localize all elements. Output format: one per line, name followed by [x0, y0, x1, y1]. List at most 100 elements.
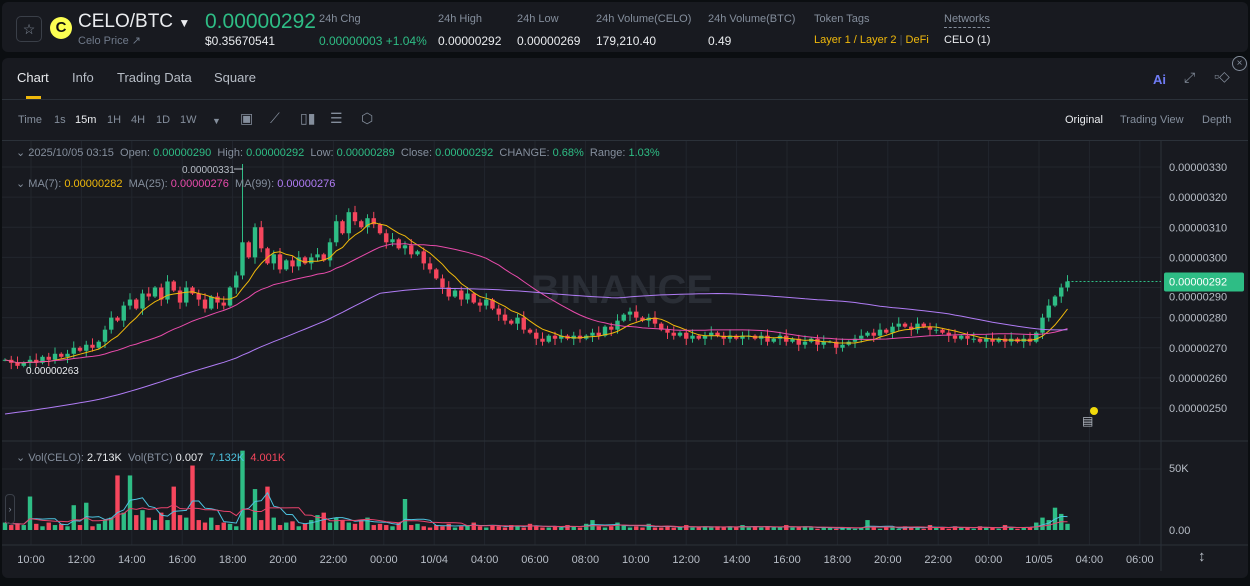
volume-bar [484, 527, 489, 530]
volume-bar [934, 527, 939, 530]
networks-value[interactable]: CELO (1) [944, 34, 991, 46]
view-trading-view[interactable]: Trading View [1120, 114, 1184, 126]
volume-bar [534, 526, 539, 530]
time-tick-label: 10:00 [17, 554, 45, 566]
volume-bar [315, 515, 320, 530]
volume-bar [27, 496, 33, 530]
tab-trading-data[interactable]: Trading Data [117, 70, 192, 85]
candle-body [234, 275, 239, 288]
expand-icon[interactable]: ⤢ [1184, 69, 1196, 85]
volume-bar [709, 527, 714, 530]
interval-1s[interactable]: 1s [54, 114, 66, 126]
close-icon[interactable]: × [1232, 56, 1247, 71]
auto-scale-icon[interactable]: ↕ [1198, 548, 1206, 565]
legend-date: 2025/10/05 03:15 [28, 147, 114, 159]
candle-body [421, 251, 426, 264]
volume-bar [296, 526, 301, 530]
volume-bar [877, 528, 883, 530]
candle-body [440, 278, 445, 288]
candle-body [427, 263, 433, 270]
candle-body [796, 338, 801, 345]
price-tick-label: 0.00000250 [1169, 403, 1227, 415]
volume-bar [652, 527, 658, 530]
volume-bar [59, 523, 64, 530]
tab-info[interactable]: Info [72, 70, 94, 85]
volume-bar [677, 527, 683, 530]
view-original[interactable]: Original [1065, 114, 1103, 126]
volume-bar [727, 526, 733, 530]
pair-selector[interactable]: CELO/BTC ▼ [78, 11, 190, 33]
candle-body [109, 317, 114, 330]
candle-body [215, 296, 220, 303]
ma-legend: ⌄ MA(7): 0.00000282 MA(25): 0.00000276 M… [16, 178, 336, 190]
tag-defi[interactable]: DeFi [905, 34, 929, 46]
interval-1d[interactable]: 1D [156, 114, 171, 126]
indicator-chart-icon[interactable]: ⟋ [270, 110, 280, 126]
volume-bar [784, 525, 789, 530]
interval-15m[interactable]: 15m [75, 114, 97, 126]
candle-body [827, 341, 833, 343]
favorite-star-icon[interactable]: ☆ [16, 16, 42, 42]
volume-bar [1015, 528, 1020, 530]
candle-body [240, 242, 245, 276]
hexagon-settings-icon[interactable]: ⬡ [361, 110, 374, 126]
volume-bar [696, 527, 701, 530]
time-tick-label: 20:00 [269, 554, 297, 566]
volume-bar [952, 526, 958, 530]
candle-body [515, 317, 520, 324]
candle-body [359, 221, 364, 228]
tag-layer[interactable]: Layer 1 / Layer 2 [814, 34, 897, 46]
more-intervals-caret-icon[interactable]: ▼ [212, 116, 221, 126]
candle-body [315, 254, 320, 258]
layout-grid-icon[interactable]: ▫◇ [1214, 68, 1230, 84]
view-depth[interactable]: Depth [1202, 114, 1232, 126]
volume-bar [240, 450, 245, 530]
volume-bar [52, 525, 58, 530]
volume-bar [34, 523, 39, 530]
interval-1h[interactable]: 1H [107, 114, 122, 126]
candle-type-icon[interactable]: ▯▮ [300, 110, 316, 126]
candle-body [296, 257, 301, 267]
volume-bar [502, 527, 508, 530]
chart-note-icon[interactable]: ▤ [1082, 414, 1094, 428]
candle-body [1046, 305, 1051, 318]
chart-settings-icon[interactable]: ☰ [330, 110, 343, 126]
calendar-icon[interactable]: ▣ [240, 110, 254, 126]
candlestick-chart[interactable]: 10:00 12:00 14:00 16:00 18:00 20:00 22:00 00:00… [2, 141, 1248, 571]
volume-bar [440, 526, 445, 530]
volume-bar [527, 523, 533, 530]
interval-1w[interactable]: 1W [180, 114, 197, 126]
volume-bar [409, 525, 414, 530]
volume-bar [940, 527, 945, 530]
candle-body [496, 308, 501, 315]
tab-square[interactable]: Square [214, 70, 256, 85]
volume-bar [377, 523, 383, 530]
candle-body [477, 302, 483, 306]
time-tick-label: 10:00 [622, 554, 650, 566]
coin-price-link[interactable]: Celo Price ↗ [78, 35, 142, 47]
ai-button[interactable]: Ai [1153, 72, 1166, 87]
vol-btc-label: Vol(BTC) [127, 452, 173, 464]
volume-bar [852, 528, 858, 530]
tab-chart[interactable]: Chart [17, 70, 49, 85]
interval-time[interactable]: Time [18, 114, 43, 126]
volume-bar [959, 527, 964, 530]
time-tick-label: 12:00 [672, 554, 700, 566]
volume-bar [896, 528, 901, 530]
expand-sidebar-handle[interactable]: › [5, 494, 15, 524]
vol-label: Vol(CELO): [28, 452, 84, 464]
candle-body [121, 305, 126, 321]
candle-body [227, 287, 233, 306]
candle-body [790, 338, 795, 342]
candle-body [902, 323, 908, 327]
stat-label: 24h Chg [319, 13, 361, 25]
volume-bar [234, 526, 239, 530]
volume-bar [390, 526, 395, 530]
volume-bar [509, 525, 514, 530]
volume-bar [415, 523, 420, 530]
range-value: 1.03% [628, 147, 660, 159]
stat-value: 179,210.40 [596, 34, 657, 48]
celo-logo-icon: C [50, 17, 72, 39]
interval-4h[interactable]: 4H [131, 114, 146, 126]
volume-bar [202, 522, 208, 530]
